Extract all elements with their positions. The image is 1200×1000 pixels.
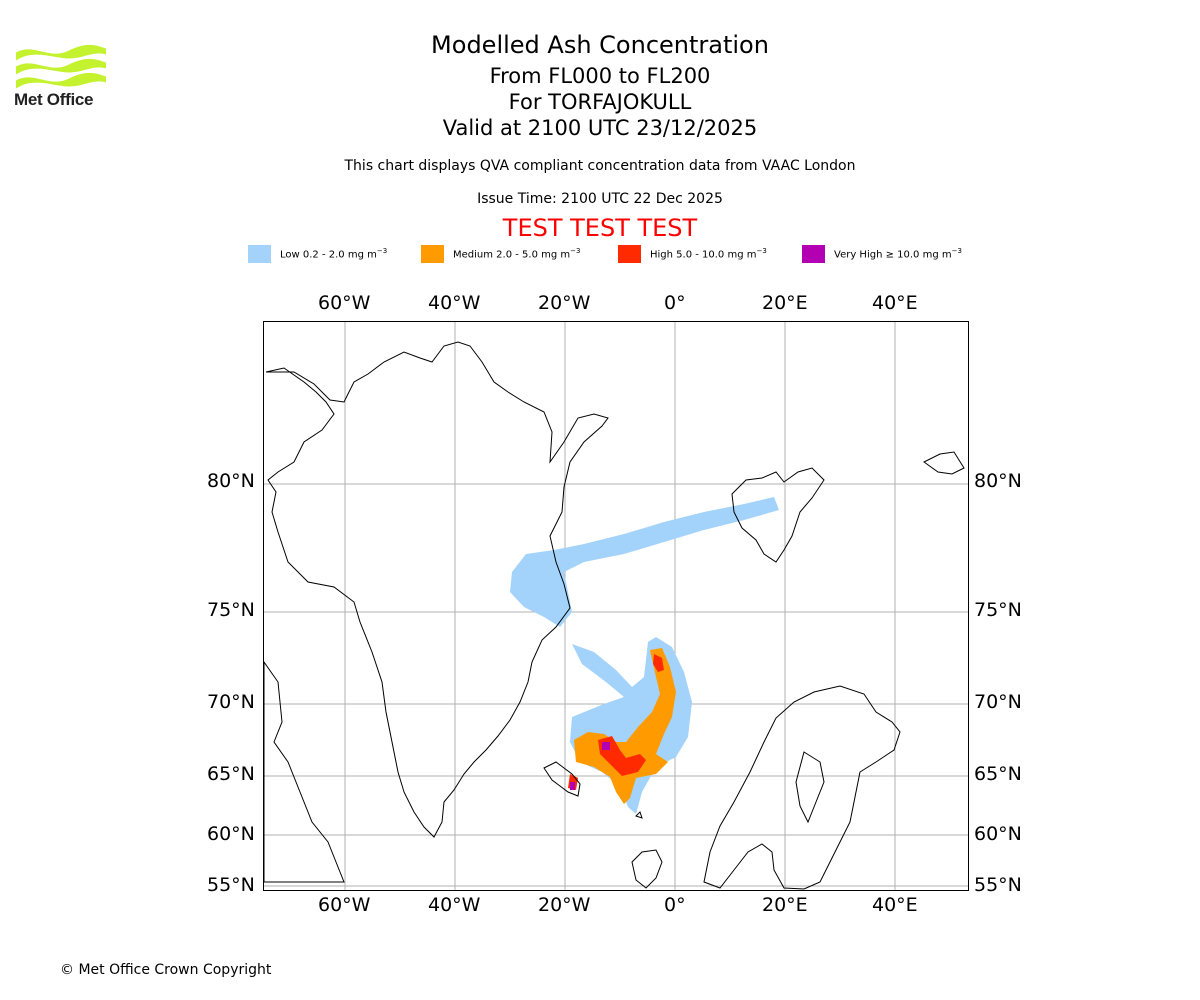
coastlines [264, 341, 965, 890]
logo-wordmark: Met Office [14, 90, 94, 109]
lon-tick-top-20w: 20°W [538, 292, 591, 314]
lon-tick-top-60w: 60°W [318, 292, 371, 314]
issue-time: Issue Time: 2100 UTC 22 Dec 2025 [477, 191, 723, 207]
chart-description: This chart displays QVA compliant concen… [344, 158, 856, 174]
coastline-svalbard [731, 467, 825, 563]
legend-label-high: High 5.0 - 10.0 mg m−3 [650, 247, 767, 261]
copyright-notice: © Met Office Crown Copyright [60, 962, 272, 978]
lon-tick-top-20e: 20°E [762, 292, 808, 314]
valid-time: Valid at 2100 UTC 23/12/2025 [442, 116, 758, 140]
legend-label-very-high: Very High ≥ 10.0 mg m−3 [834, 247, 962, 261]
met-office-logo [16, 44, 106, 89]
legend-item-high: High 5.0 - 10.0 mg m−3 [618, 244, 767, 264]
lon-tick-top-40e: 40°E [872, 292, 918, 314]
lat-tick-left-55n: 55°N [207, 874, 255, 896]
legend-item-low: Low 0.2 - 2.0 mg m−3 [248, 244, 387, 264]
coastline-greenland [265, 341, 609, 838]
lon-tick-bottom-40e: 40°E [872, 894, 918, 916]
lon-tick-top-0: 0° [664, 292, 686, 314]
lat-tick-left-60n: 60°N [207, 823, 255, 845]
coastline-franz-josef [923, 451, 965, 475]
lat-tick-right-75n: 75°N [974, 599, 1022, 621]
ash-plume-medium [574, 648, 676, 804]
coastline-baffin [264, 661, 345, 883]
lon-tick-top-40w: 40°W [428, 292, 481, 314]
ash-plume-very-high [570, 742, 610, 790]
lat-tick-left-80n: 80°N [207, 470, 255, 492]
legend-label-medium: Medium 2.0 - 5.0 mg m−3 [453, 247, 581, 261]
lon-tick-bottom-60w: 60°W [318, 894, 371, 916]
coastline-scandinavia [703, 685, 901, 890]
legend-swatch-low [248, 245, 271, 263]
legend-swatch-high [618, 245, 641, 263]
legend-swatch-medium [421, 245, 444, 263]
legend-item-medium: Medium 2.0 - 5.0 mg m−3 [421, 244, 580, 264]
flight-level-range: From FL000 to FL200 [489, 64, 711, 88]
test-banner: TEST TEST TEST [502, 214, 698, 242]
coastline-iceland [543, 761, 581, 797]
lon-tick-bottom-40w: 40°W [428, 894, 481, 916]
lat-tick-left-70n: 70°N [207, 691, 255, 713]
coastline-faroes [635, 811, 643, 819]
legend-label-low: Low 0.2 - 2.0 mg m−3 [280, 247, 388, 261]
legend-item-very-high: Very High ≥ 10.0 mg m−3 [802, 244, 962, 264]
lat-tick-left-65n: 65°N [207, 763, 255, 785]
lat-tick-right-60n: 60°N [974, 823, 1022, 845]
map-gridlines [264, 322, 968, 890]
lat-tick-left-75n: 75°N [207, 599, 255, 621]
lat-tick-right-65n: 65°N [974, 763, 1022, 785]
volcano-name: For TORFAJOKULL [508, 90, 692, 114]
lat-tick-right-55n: 55°N [974, 874, 1022, 896]
lon-tick-bottom-20w: 20°W [538, 894, 591, 916]
legend-swatch-very-high [802, 245, 825, 263]
ash-map [263, 321, 969, 891]
coastline-baltic [795, 751, 825, 824]
lon-tick-bottom-0: 0° [664, 894, 686, 916]
lat-tick-right-70n: 70°N [974, 691, 1022, 713]
chart-title: Modelled Ash Concentration [431, 31, 769, 59]
lat-tick-right-80n: 80°N [974, 470, 1022, 492]
lon-tick-bottom-20e: 20°E [762, 894, 808, 916]
coastline-scotland [631, 849, 663, 889]
ash-map-canvas [264, 322, 968, 890]
